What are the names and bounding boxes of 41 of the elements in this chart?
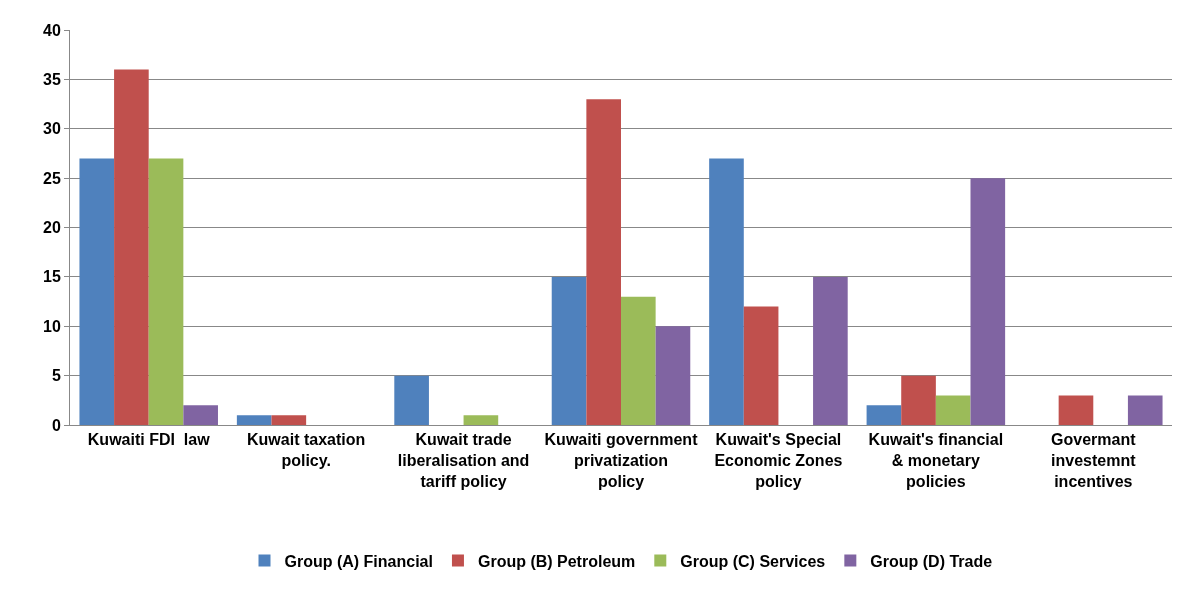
bar xyxy=(114,69,149,425)
y-tick-label: 35 xyxy=(43,70,61,88)
bar xyxy=(621,296,656,425)
bar xyxy=(970,178,1006,425)
x-tick-label: Kuwaiti FDI law xyxy=(87,431,211,449)
x-tick-label: Kuwait's financial & monetary policies xyxy=(868,431,1004,490)
y-tick-label: 30 xyxy=(43,120,61,138)
bar xyxy=(463,415,499,425)
bar xyxy=(79,158,115,425)
y-tick-label: 40 xyxy=(43,21,61,39)
bar xyxy=(866,405,902,425)
x-tick-label: Kuwait taxation policy. xyxy=(247,431,366,469)
bar xyxy=(743,306,779,425)
bar xyxy=(236,415,272,425)
bar xyxy=(551,276,587,425)
y-tick-label: 0 xyxy=(51,416,61,434)
legend-label: Group (A) Financial xyxy=(284,552,433,570)
bar xyxy=(813,276,848,425)
bar xyxy=(271,415,307,425)
bar xyxy=(901,375,936,425)
legend-label: Group (B) Petroleum xyxy=(477,552,636,570)
bar xyxy=(1127,395,1163,425)
bar xyxy=(586,99,621,425)
bar xyxy=(655,326,691,425)
bar xyxy=(148,158,184,425)
bar xyxy=(183,405,218,425)
y-tick-label: 25 xyxy=(43,169,61,187)
legend-label: Group (D) Trade xyxy=(870,552,993,570)
x-tick-label: Kuwait trade liberalisation and tariff policy xyxy=(397,431,530,490)
y-tick-label: 10 xyxy=(43,317,61,335)
x-tick-label: Govermant investemnt incentives xyxy=(1051,431,1137,490)
x-tick-label: Kuwait's Special Economic Zones policy xyxy=(714,431,843,490)
x-tick-label: Kuwaiti government privatization policy xyxy=(544,431,699,490)
bar xyxy=(709,158,744,425)
bar xyxy=(1058,395,1094,425)
y-tick-label: 15 xyxy=(43,268,61,286)
y-tick-label: 20 xyxy=(43,219,61,237)
bar xyxy=(935,395,971,425)
bar xyxy=(394,375,429,425)
y-tick-label: 5 xyxy=(51,367,61,385)
legend-label: Group (C) Services xyxy=(680,552,826,570)
